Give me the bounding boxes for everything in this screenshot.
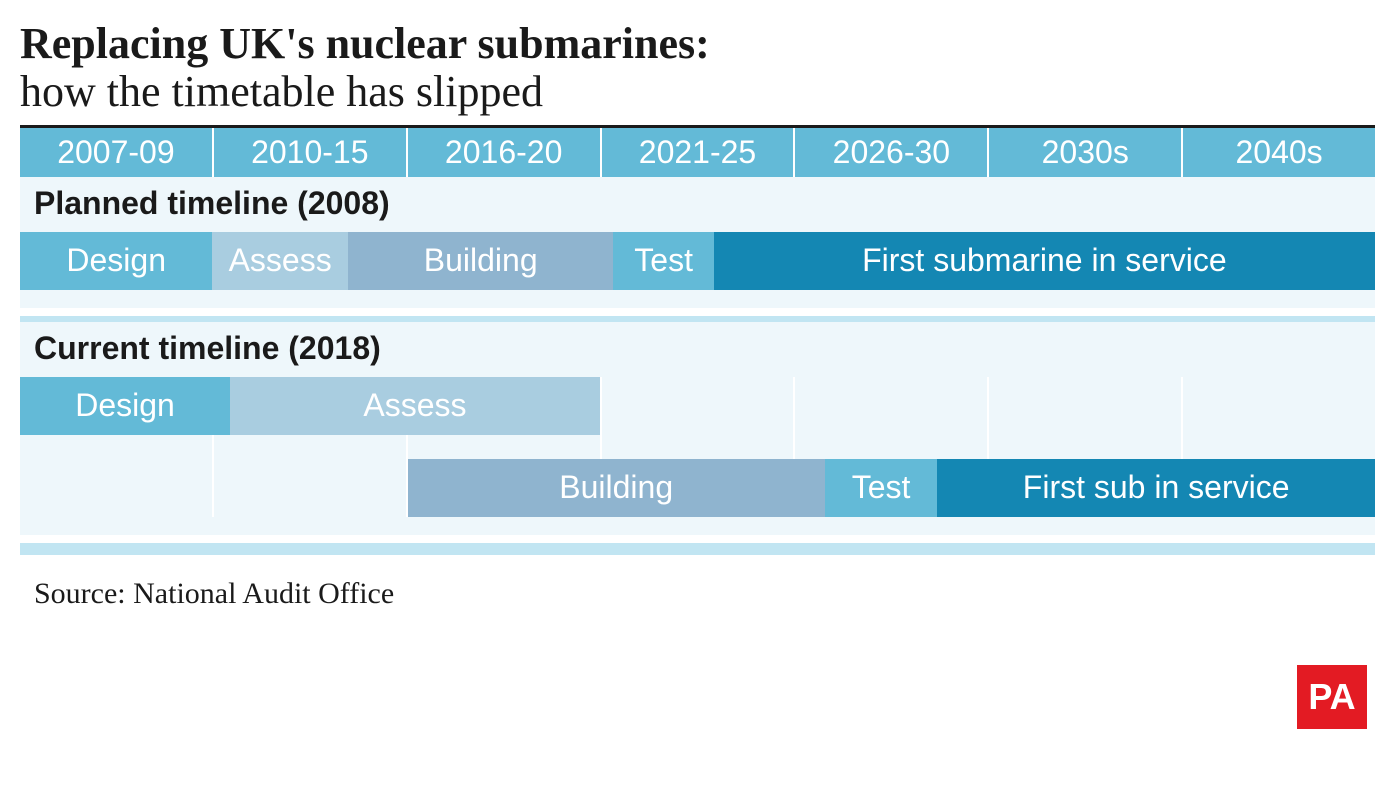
header-cell: 2030s bbox=[989, 128, 1183, 177]
gantt-bar: Design bbox=[20, 232, 212, 290]
pa-badge: PA bbox=[1297, 665, 1367, 729]
gantt-bar: Building bbox=[348, 232, 614, 290]
timeline-section: Current timeline (2018) DesignAssess Build… bbox=[20, 322, 1375, 543]
gantt-bar: Test bbox=[825, 459, 937, 517]
gantt-bar: First submarine in service bbox=[714, 232, 1375, 290]
header-cell: 2016-20 bbox=[408, 128, 602, 177]
header-cell: 2010-15 bbox=[214, 128, 408, 177]
timeline-header-row: 2007-092010-152016-202021-252026-302030s… bbox=[20, 128, 1375, 177]
timelines-wrapper: Planned timeline (2008)DesignAssessBuild… bbox=[20, 177, 1375, 549]
gantt-bar: Design bbox=[20, 377, 230, 435]
gantt-bar: Assess bbox=[230, 377, 600, 435]
infographic-container: Replacing UK's nuclear submarines: how t… bbox=[0, 0, 1395, 611]
header-cell: 2007-09 bbox=[20, 128, 214, 177]
header-cell: 2021-25 bbox=[602, 128, 796, 177]
gantt-bar: Assess bbox=[212, 232, 348, 290]
gantt-area: DesignAssess BuildingTestFirst sub in ser… bbox=[20, 377, 1375, 517]
timeline-section: Planned timeline (2008) DesignAssessBuild… bbox=[20, 177, 1375, 316]
header-cell: 2026-30 bbox=[795, 128, 989, 177]
gantt-bar: First sub in service bbox=[937, 459, 1375, 517]
title-line-2: how the timetable has slipped bbox=[20, 68, 1375, 116]
gantt-area: DesignAssessBuildingTestFirst submarine … bbox=[20, 232, 1375, 290]
gantt-bar: Test bbox=[613, 232, 713, 290]
gantt-bar: Building bbox=[408, 459, 825, 517]
source-text: Source: National Audit Office bbox=[20, 555, 1375, 611]
header-cell: 2040s bbox=[1183, 128, 1375, 177]
title-line-1: Replacing UK's nuclear submarines: bbox=[20, 20, 1375, 68]
timeline-label: Planned timeline (2008) bbox=[20, 185, 1375, 222]
timeline-label: Current timeline (2018) bbox=[20, 330, 1375, 367]
